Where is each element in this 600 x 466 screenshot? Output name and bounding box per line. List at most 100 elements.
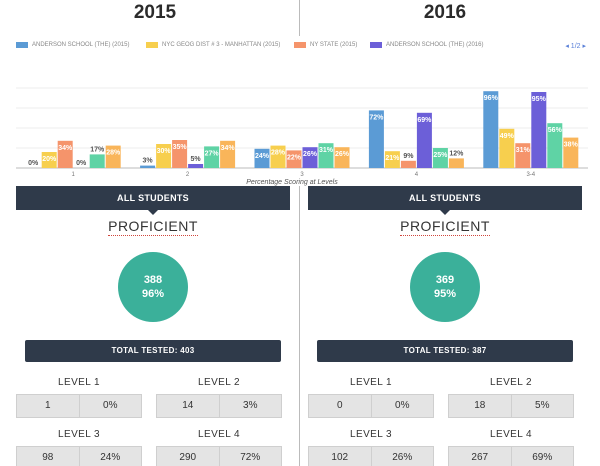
- x-axis-label: Percentage Scoring at Levels: [246, 179, 338, 186]
- bar: [416, 112, 432, 168]
- bar: [563, 137, 579, 168]
- chart-legend: ANDERSON SCHOOL (THE) (2015) NYC GEOG DI…: [16, 42, 586, 54]
- level-3-card: LEVEL 3 98 24%: [16, 428, 142, 466]
- legend-swatch: [294, 42, 306, 48]
- proficient-count: 388: [143, 274, 163, 286]
- total-tested-bar: TOTAL TESTED: 403: [25, 340, 281, 362]
- bar-value-label: 21%: [385, 155, 400, 162]
- level-count: 267: [448, 446, 512, 466]
- bar: [172, 140, 188, 168]
- level-percent: 0%: [79, 394, 142, 418]
- proficient-percent: 96%: [141, 288, 165, 300]
- level-percent: 72%: [219, 446, 282, 466]
- legend-swatch: [370, 42, 382, 48]
- legend-label: ANDERSON SCHOOL (THE) (2015): [32, 42, 130, 48]
- all-students-header[interactable]: ALL STUDENTS: [16, 186, 290, 215]
- proficient-label: PROFICIENT: [400, 218, 490, 236]
- all-students-header[interactable]: ALL STUDENTS: [308, 186, 582, 215]
- bar-value-label: 95%: [532, 96, 547, 103]
- bar: [270, 145, 286, 168]
- bar-value-label: 38%: [564, 142, 579, 149]
- caret-down-icon: [440, 210, 450, 215]
- level-4-card: LEVEL 4 290 72%: [156, 428, 282, 466]
- level-grid: LEVEL 1 1 0% LEVEL 2 14 3% LEVEL 3 98 24…: [16, 376, 290, 466]
- bar-value-label: 5%: [191, 156, 202, 163]
- bar: [318, 143, 334, 168]
- bar-value-label: 35%: [173, 144, 188, 151]
- level-count: 290: [156, 446, 220, 466]
- bar: [368, 110, 384, 168]
- bar: [448, 158, 464, 168]
- bar-value-label: 25%: [433, 152, 448, 159]
- level-percent: 5%: [511, 394, 574, 418]
- bar-value-label: 72%: [369, 114, 384, 121]
- level-title: LEVEL 1: [350, 377, 392, 388]
- header-divider: [299, 0, 300, 36]
- bar-value-label: 69%: [417, 117, 432, 124]
- bar-value-label: 34%: [58, 145, 73, 152]
- caret-down-icon: [148, 210, 158, 215]
- level-title: LEVEL 3: [350, 429, 392, 440]
- bar: [515, 143, 531, 168]
- legend-label: NYC GEOG DIST # 3 - MANHATTAN (2015): [162, 42, 281, 48]
- legend-item[interactable]: ANDERSON SCHOOL (THE) (2016): [370, 42, 483, 48]
- all-students-label: ALL STUDENTS: [117, 193, 189, 203]
- bar-value-label: 26%: [303, 151, 318, 158]
- bar-value-label: 34%: [221, 145, 236, 152]
- bar: [547, 123, 563, 168]
- bar: [220, 140, 236, 168]
- bar-value-label: 9%: [403, 153, 414, 160]
- bar: [302, 147, 318, 168]
- legend-item[interactable]: NY STATE (2015): [294, 42, 357, 48]
- bar-value-label: 28%: [271, 150, 286, 157]
- bar-value-label: 31%: [319, 147, 334, 154]
- x-tick-label: 3-4: [526, 172, 535, 178]
- proficient-circle: 388 96%: [118, 252, 188, 322]
- legend-item[interactable]: ANDERSON SCHOOL (THE) (2015): [16, 42, 129, 48]
- column-divider: [299, 186, 300, 466]
- bar-value-label: 27%: [205, 150, 220, 157]
- bar: [89, 154, 105, 168]
- bar-value-label: 22%: [287, 154, 302, 161]
- bar-value-label: 17%: [90, 146, 105, 153]
- legend-swatch: [146, 42, 158, 48]
- x-tick-label: 3: [300, 172, 304, 178]
- legend-pager[interactable]: ◂ 1/2 ▸: [565, 43, 586, 50]
- level-count: 18: [448, 394, 512, 418]
- panel-2016: ALL STUDENTS PROFICIENT 369 95% TOTAL TE…: [308, 186, 582, 466]
- proficient-circle: 369 95%: [410, 252, 480, 322]
- bar-value-label: 28%: [106, 150, 121, 157]
- proficient-label: PROFICIENT: [108, 218, 198, 236]
- bar-value-label: 3%: [143, 158, 154, 165]
- bar: [400, 160, 416, 168]
- bar-value-label: 24%: [255, 153, 270, 160]
- bar-value-label: 20%: [42, 156, 57, 163]
- bar: [432, 148, 448, 168]
- level-title: LEVEL 1: [58, 377, 100, 388]
- bar-value-label: 31%: [516, 147, 531, 154]
- level-title: LEVEL 4: [490, 429, 532, 440]
- bar: [286, 150, 302, 168]
- bar-value-label: 30%: [157, 148, 172, 155]
- bar-value-label: 56%: [548, 127, 563, 134]
- legend-item[interactable]: NYC GEOG DIST # 3 - MANHATTAN (2015): [146, 42, 280, 48]
- level-2-card: LEVEL 2 18 5%: [448, 376, 574, 418]
- level-title: LEVEL 3: [58, 429, 100, 440]
- bar: [105, 145, 121, 168]
- proficient-percent: 95%: [433, 288, 457, 300]
- bar: [384, 151, 400, 168]
- level-count: 14: [156, 394, 220, 418]
- level-1-card: LEVEL 1 1 0%: [16, 376, 142, 418]
- level-percent: 3%: [219, 394, 282, 418]
- bar: [204, 146, 220, 168]
- bar-value-label: 12%: [449, 150, 464, 157]
- level-title: LEVEL 4: [198, 429, 240, 440]
- all-students-label: ALL STUDENTS: [409, 193, 481, 203]
- bar: [254, 148, 270, 168]
- bar: [41, 152, 57, 168]
- level-percent: 26%: [371, 446, 434, 466]
- bar: [188, 164, 204, 168]
- panel-2015: ALL STUDENTS PROFICIENT 388 96% TOTAL TE…: [16, 186, 290, 466]
- year-title-2016: 2016: [423, 2, 467, 23]
- bar: [140, 165, 156, 168]
